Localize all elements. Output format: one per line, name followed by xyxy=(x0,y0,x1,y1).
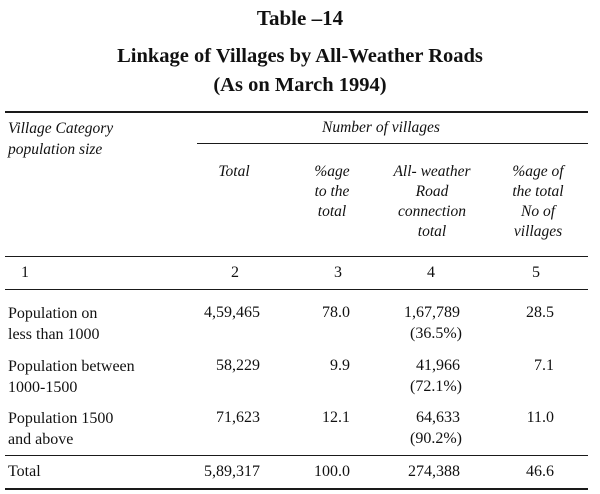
top-rule xyxy=(5,111,588,113)
row-pct-villages-cell: 7.1 xyxy=(534,357,554,374)
table-row-category: Population between 1000-1500 xyxy=(8,358,135,396)
total-rule xyxy=(5,455,588,456)
total-row-road-cell: 274,388 xyxy=(408,463,460,480)
row-road-pct-cell: (72.1%) xyxy=(410,378,462,395)
row-total-cell: 4,59,465 xyxy=(204,304,260,321)
row-pct-villages-cell: 28.5 xyxy=(526,304,554,321)
table-row-category: Population on less than 1000 xyxy=(8,305,100,343)
column-number-2: 2 xyxy=(231,264,239,281)
column-number-5: 5 xyxy=(532,264,540,281)
bottom-rule xyxy=(5,488,588,490)
table-number: Table –14 xyxy=(256,6,344,30)
row-total-cell: 58,229 xyxy=(216,357,260,374)
header-village-category: Village Category population size xyxy=(8,120,114,158)
column-number-rule xyxy=(5,289,588,290)
header-number-of-villages: Number of villages xyxy=(322,119,440,136)
row-pct-cell: 12.1 xyxy=(322,409,350,426)
row-road-cell: 1,67,789 xyxy=(404,304,460,321)
row-pct-villages-cell: 11.0 xyxy=(526,409,554,426)
row-road-pct-cell: (36.5%) xyxy=(410,325,462,342)
table-title: Linkage of Villages by All-Weather Roads xyxy=(117,45,483,67)
header-bottom-rule xyxy=(5,256,588,257)
row-road-cell: 64,633 xyxy=(416,409,460,426)
total-row-pct-villages-cell: 46.6 xyxy=(526,463,554,480)
row-total-cell: 71,623 xyxy=(216,409,260,426)
column-number-3: 3 xyxy=(334,264,342,281)
table-row-category: Population 1500 and above xyxy=(8,410,114,448)
total-row-total-cell: 5,89,317 xyxy=(204,463,260,480)
row-road-cell: 41,966 xyxy=(416,357,460,374)
table-subtitle: (As on March 1994) xyxy=(213,74,387,96)
total-row-label: Total xyxy=(8,463,41,480)
column-number-4: 4 xyxy=(427,264,435,281)
header-pct-to-total: %age to the total xyxy=(314,163,350,220)
column-number-1: 1 xyxy=(21,264,29,281)
total-row-pct-cell: 100.0 xyxy=(314,463,350,480)
header-total: Total xyxy=(218,163,250,180)
group-header-rule xyxy=(197,143,588,144)
header-pct-of-total-villages: %age of the total No of villages xyxy=(512,163,564,240)
row-pct-cell: 78.0 xyxy=(322,304,350,321)
header-all-weather-road: All- weather Road connection total xyxy=(393,163,471,240)
row-pct-cell: 9.9 xyxy=(330,357,350,374)
row-road-pct-cell: (90.2%) xyxy=(410,430,462,447)
